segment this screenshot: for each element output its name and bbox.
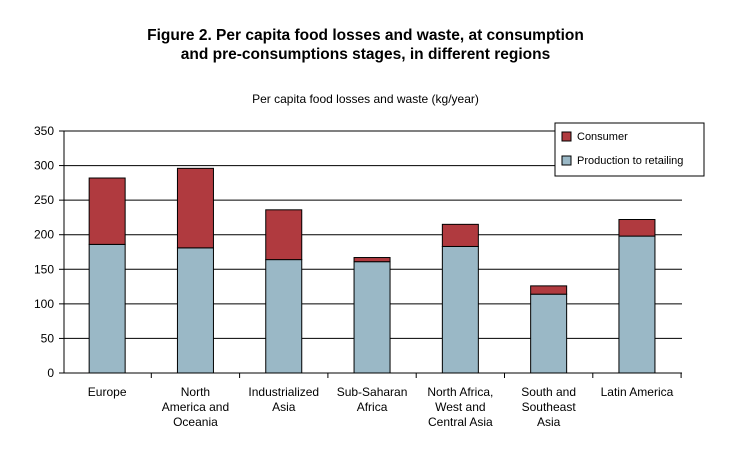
y-tick-label: 150 <box>34 262 54 276</box>
x-tick-label-line: Oceania <box>173 415 218 429</box>
bar-production-to-retailing <box>176 247 214 374</box>
y-tick-label: 50 <box>41 331 55 345</box>
bar-consumer <box>441 223 479 247</box>
x-tick-label-line: West and <box>435 400 485 414</box>
y-tick-label: 100 <box>34 297 54 311</box>
x-tick-label-line: South and <box>521 385 576 399</box>
x-tick-label: Industrialized Asia <box>248 385 319 414</box>
x-tick-label: Sub-Saharan Africa <box>337 385 408 414</box>
legend-label: Consumer <box>577 131 628 143</box>
x-tick-label-line: North Africa, <box>427 385 493 399</box>
x-tick-label: Europe <box>88 385 127 399</box>
bar-consumer <box>88 177 126 245</box>
bar-consumer <box>353 257 391 263</box>
x-tick-label-line: Central Asia <box>428 415 493 429</box>
x-tick-label-line: America and <box>162 400 229 414</box>
x-tick-label-line: Sub-Saharan <box>337 385 408 399</box>
y-tick-label: 200 <box>34 228 54 242</box>
bar-consumer <box>530 285 568 295</box>
bar-production-to-retailing <box>353 261 391 374</box>
legend-box <box>554 122 705 177</box>
chart-subtitle: Per capita food losses and waste (kg/yea… <box>252 92 479 106</box>
x-tick-label-line: Latin America <box>601 385 674 399</box>
x-tick-label-line: Southeast <box>522 400 577 414</box>
legend-swatch <box>561 155 572 166</box>
x-tick-label-line: North <box>181 385 210 399</box>
bar-consumer <box>265 209 303 261</box>
y-tick-label: 0 <box>47 366 54 380</box>
x-tick-label-line: Asia <box>537 415 561 429</box>
x-tick-label: Latin America <box>601 385 674 399</box>
x-tick-label: South and Southeast Asia <box>521 385 576 429</box>
bar-production-to-retailing <box>618 235 656 374</box>
x-tick-label-line: Africa <box>357 400 388 414</box>
y-tick-label: 250 <box>34 193 54 207</box>
bar-production-to-retailing <box>530 293 568 374</box>
x-tick-label-line: Industrialized <box>248 385 319 399</box>
x-tick-label: North America and Oceania <box>162 385 229 429</box>
y-tick-label: 350 <box>34 124 54 138</box>
legend-label: Production to retailing <box>577 155 683 167</box>
chart-title: Figure 2. Per capita food losses and was… <box>0 26 731 64</box>
chart-title-line-2: and pre-consumptions stages, in differen… <box>180 46 551 63</box>
bar-consumer <box>176 167 214 249</box>
x-tick-label: North Africa, West and Central Asia <box>427 385 493 429</box>
y-tick-label: 300 <box>34 159 54 173</box>
bar-consumer <box>618 219 656 237</box>
legend-swatch <box>561 131 572 142</box>
bar-production-to-retailing <box>441 245 479 374</box>
x-tick-label-line: Asia <box>272 400 296 414</box>
x-tick-label-line: Europe <box>88 385 127 399</box>
chart-title-line-1: Figure 2. Per capita food losses and was… <box>147 27 584 44</box>
bar-production-to-retailing <box>88 243 126 374</box>
bar-production-to-retailing <box>265 259 303 374</box>
